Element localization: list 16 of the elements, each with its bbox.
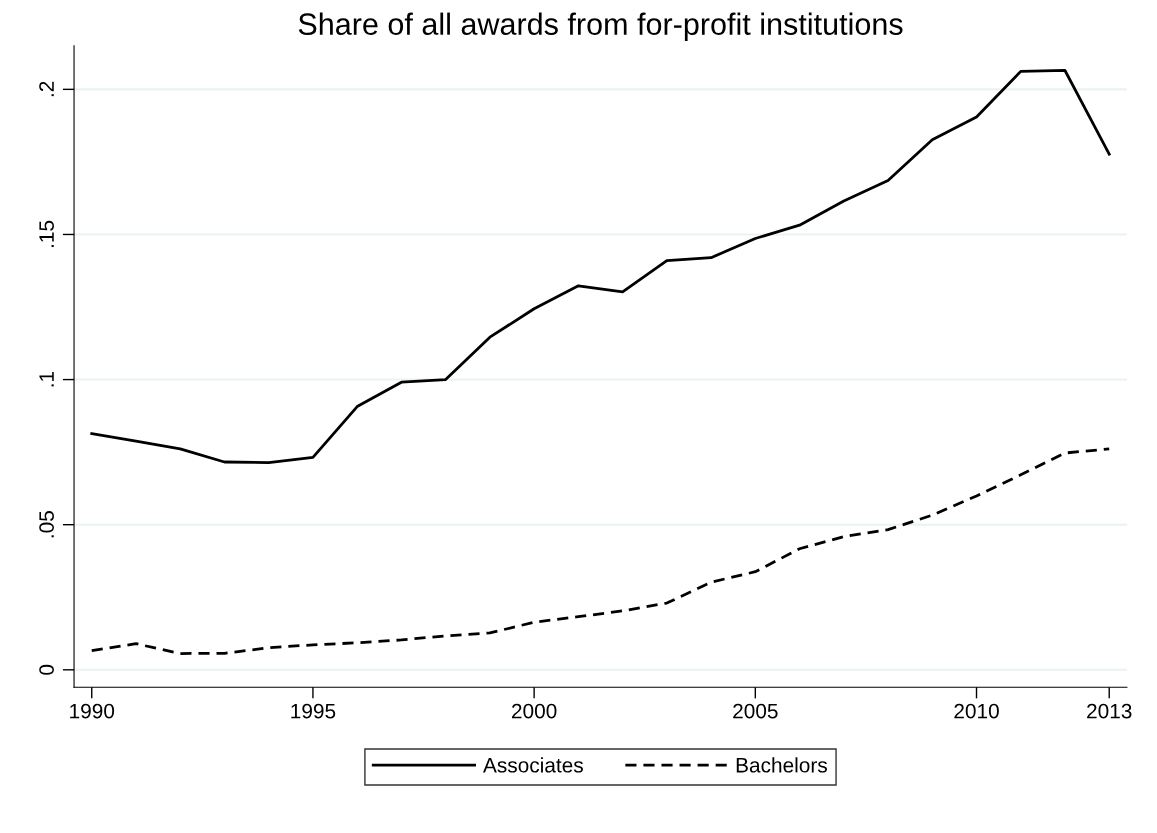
y-tick-label: .2 xyxy=(39,81,54,97)
y-tick-label: 0 xyxy=(39,664,54,675)
x-tick-label: 2013 xyxy=(1087,703,1132,719)
x-tick-label: 1990 xyxy=(70,703,115,719)
legend-label: Associates xyxy=(483,757,583,773)
y-tick-label: .15 xyxy=(39,220,54,248)
line-series xyxy=(90,69,1111,464)
legend-label: Bachelors xyxy=(736,757,827,773)
y-tick-label: .05 xyxy=(39,511,54,538)
x-tick-label: 1995 xyxy=(291,703,336,719)
line-series xyxy=(90,447,1111,655)
y-tick-label: .1 xyxy=(39,371,54,387)
x-tick-label: 2000 xyxy=(512,703,557,719)
chart-title: Share of all awards from for-profit institutions xyxy=(298,12,903,42)
x-tick-label: 2010 xyxy=(954,703,999,719)
x-tick-label: 2005 xyxy=(733,703,778,719)
